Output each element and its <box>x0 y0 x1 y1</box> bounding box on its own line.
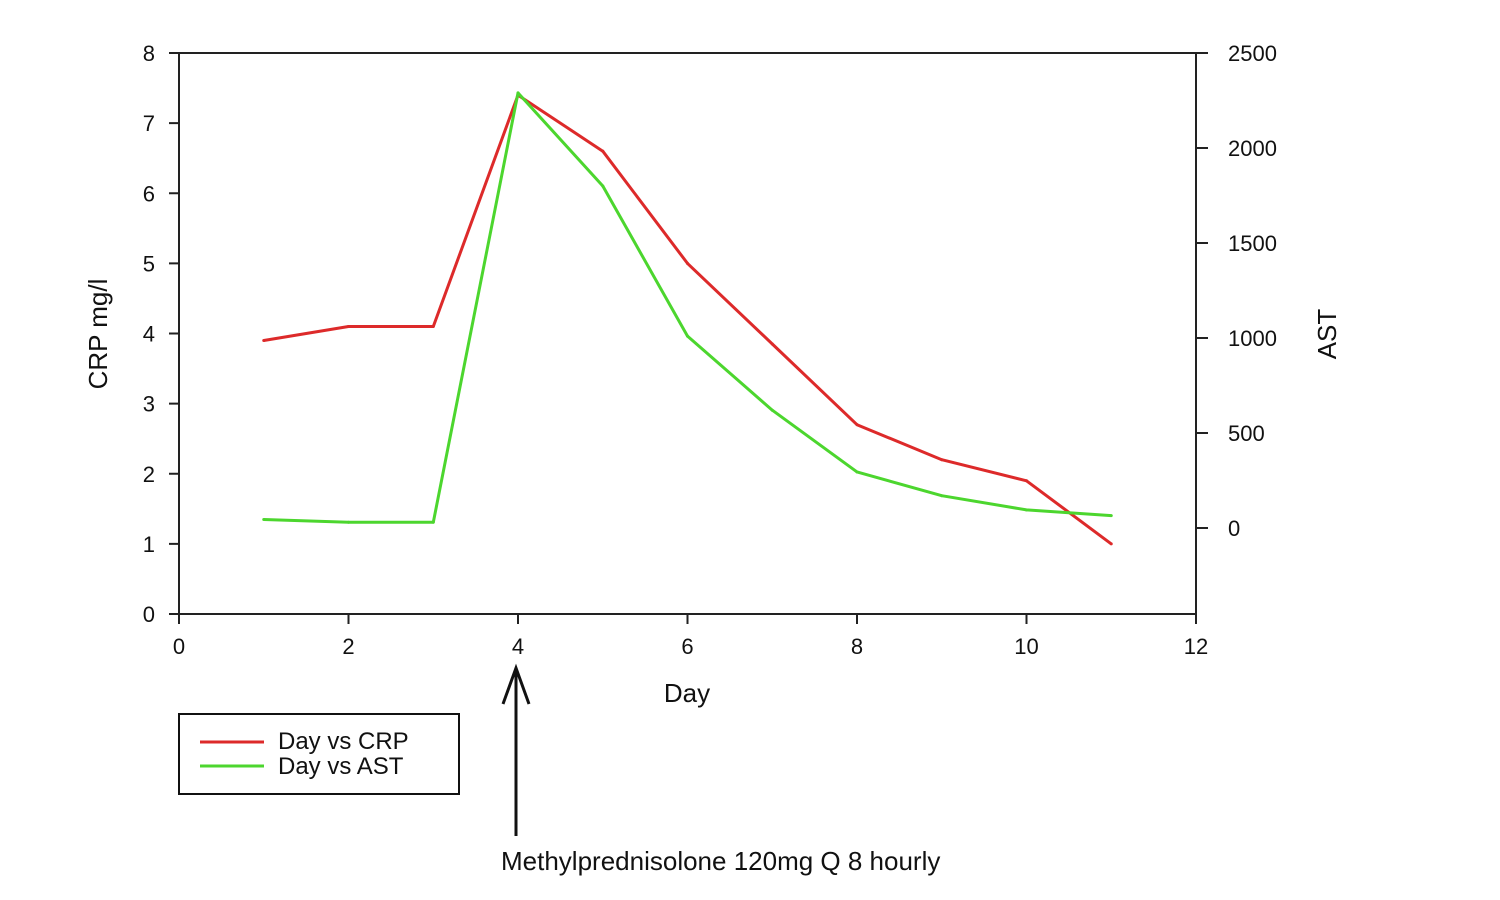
y-left-tick-label: 5 <box>143 251 155 276</box>
y-right-tick-label: 0 <box>1228 516 1240 541</box>
y-right-tick-label: 1000 <box>1228 326 1277 351</box>
data-point-day-vs-crp <box>347 324 350 328</box>
data-point-day-vs-ast <box>855 470 859 474</box>
y-right-tick-label: 2500 <box>1228 41 1277 66</box>
data-point-day-vs-crp <box>770 342 774 346</box>
y-left-tick-label: 7 <box>143 111 155 136</box>
data-point-day-vs-ast <box>770 408 774 412</box>
legend-box <box>178 713 460 795</box>
data-point-day-vs-crp <box>262 339 266 343</box>
annotation-arrow-head <box>501 663 531 705</box>
y-right-tick-label: 2000 <box>1228 136 1277 161</box>
legend: Day vs CRP Day vs AST <box>178 713 460 795</box>
x-tick-label: 4 <box>512 634 524 659</box>
y-left-tick-label: 6 <box>143 181 155 206</box>
data-point-day-vs-crp <box>940 458 944 462</box>
data-point-day-vs-crp <box>1109 542 1113 546</box>
data-point-day-vs-ast <box>940 494 944 498</box>
y-right-axis-title: AST <box>1312 309 1342 360</box>
y-left-tick-label: 8 <box>143 41 155 66</box>
data-point-day-vs-ast <box>601 184 605 188</box>
x-tick-label: 12 <box>1184 634 1208 659</box>
treatment-annotation: Methylprednisolone 120mg Q 8 hourly <box>501 663 940 876</box>
x-tick-label: 8 <box>851 634 863 659</box>
data-point-day-vs-ast <box>347 520 350 524</box>
data-point-day-vs-crp <box>601 149 605 153</box>
data-point-day-vs-ast <box>686 334 689 338</box>
series-line-day-vs-crp <box>263 93 1113 546</box>
y-right-tick-label: 500 <box>1228 421 1265 446</box>
y-left-tick-label: 4 <box>143 322 155 347</box>
data-point-day-vs-ast <box>516 91 520 95</box>
x-tick-label: 2 <box>342 634 354 659</box>
data-point-day-vs-crp <box>686 261 689 265</box>
x-axis-title: Day <box>664 678 710 708</box>
y-left-tick-label: 3 <box>143 392 155 417</box>
data-point-day-vs-crp <box>431 324 435 328</box>
data-point-day-vs-ast <box>1025 508 1028 512</box>
data-point-day-vs-ast <box>262 517 266 521</box>
y-left-axis-title: CRP mg/l <box>83 279 113 390</box>
data-point-day-vs-crp <box>1025 479 1028 483</box>
y-left-tick-label: 2 <box>143 462 155 487</box>
data-point-day-vs-crp <box>855 423 859 427</box>
y-right-tick-label: 1500 <box>1228 231 1277 256</box>
legend-label-crp: Day vs CRP <box>278 728 409 755</box>
x-tick-label: 6 <box>681 634 693 659</box>
series-line-day-vs-ast <box>263 91 1112 524</box>
y-left-tick-label: 1 <box>143 532 155 557</box>
x-tick-label: 0 <box>173 634 185 659</box>
annotation-text: Methylprednisolone 120mg Q 8 hourly <box>501 846 940 876</box>
y-left-tick-label: 0 <box>143 602 155 627</box>
x-tick-label: 10 <box>1014 634 1038 659</box>
legend-label-ast: Day vs AST <box>278 753 404 780</box>
data-point-day-vs-ast <box>431 520 435 524</box>
data-point-day-vs-ast <box>1109 514 1113 518</box>
